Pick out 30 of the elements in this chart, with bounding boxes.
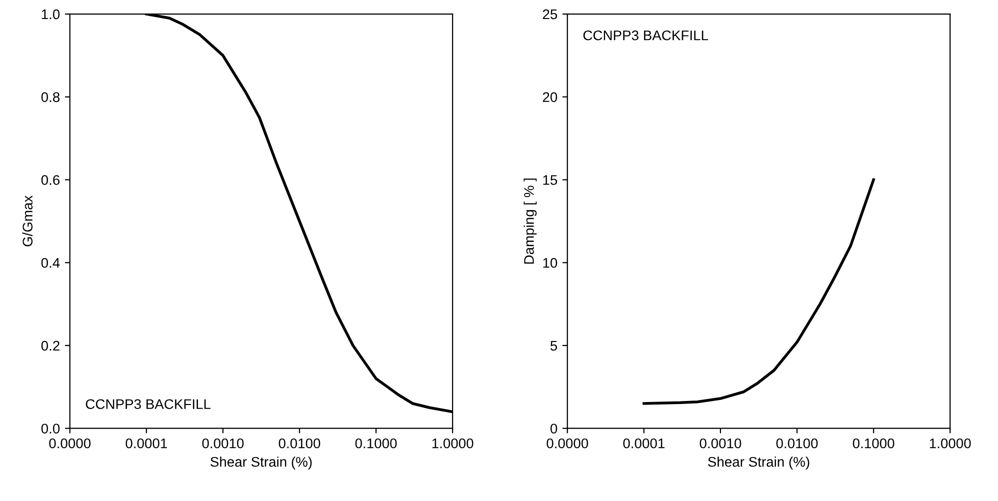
- y-tick-label: 0.2: [41, 340, 60, 351]
- y-tick-label: 0.6: [41, 175, 60, 185]
- annotation: CCNPP3 BACKFILL: [86, 399, 211, 410]
- x-tick-label: 0.0001: [126, 438, 167, 448]
- y-tick-label: 0.8: [41, 92, 60, 102]
- x-axis-title: Shear Strain (%): [708, 456, 810, 470]
- x-tick-label: 0.0001: [623, 438, 664, 448]
- y-tick-label: 0: [550, 424, 558, 434]
- y-axis-title: G/Gmax: [22, 195, 33, 246]
- y-tick-label: 0.0: [41, 424, 60, 434]
- x-tick-label: 0.0100: [278, 438, 320, 448]
- y-tick-label: 20: [542, 92, 558, 102]
- y-tick-label: 25: [542, 9, 558, 20]
- y-tick-label: 15: [543, 175, 558, 185]
- y-tick-label: 10: [543, 258, 558, 268]
- x-axis-title: Shear Strain (%): [210, 456, 312, 470]
- x-tick-label: 0.1000: [852, 438, 894, 448]
- y-tick-label: 1.0: [42, 9, 60, 20]
- y-axis-title: Damping [ % ]: [524, 178, 537, 264]
- annotation: CCNPP3 BACKFILL: [583, 30, 708, 40]
- x-tick-label: 0.1000: [355, 438, 397, 448]
- x-tick-label: 1.0000: [432, 438, 474, 448]
- y-tick-label: 5: [550, 340, 558, 351]
- x-tick-label: 0.0000: [49, 438, 91, 448]
- x-tick-label: 0.0100: [776, 438, 818, 448]
- x-tick-label: 0.0000: [546, 438, 588, 448]
- x-tick-label: 1.0000: [930, 438, 971, 448]
- x-tick-label: 0.0010: [202, 438, 244, 448]
- x-tick-label: 0.0010: [700, 438, 742, 448]
- y-tick-label: 0.4: [41, 258, 60, 268]
